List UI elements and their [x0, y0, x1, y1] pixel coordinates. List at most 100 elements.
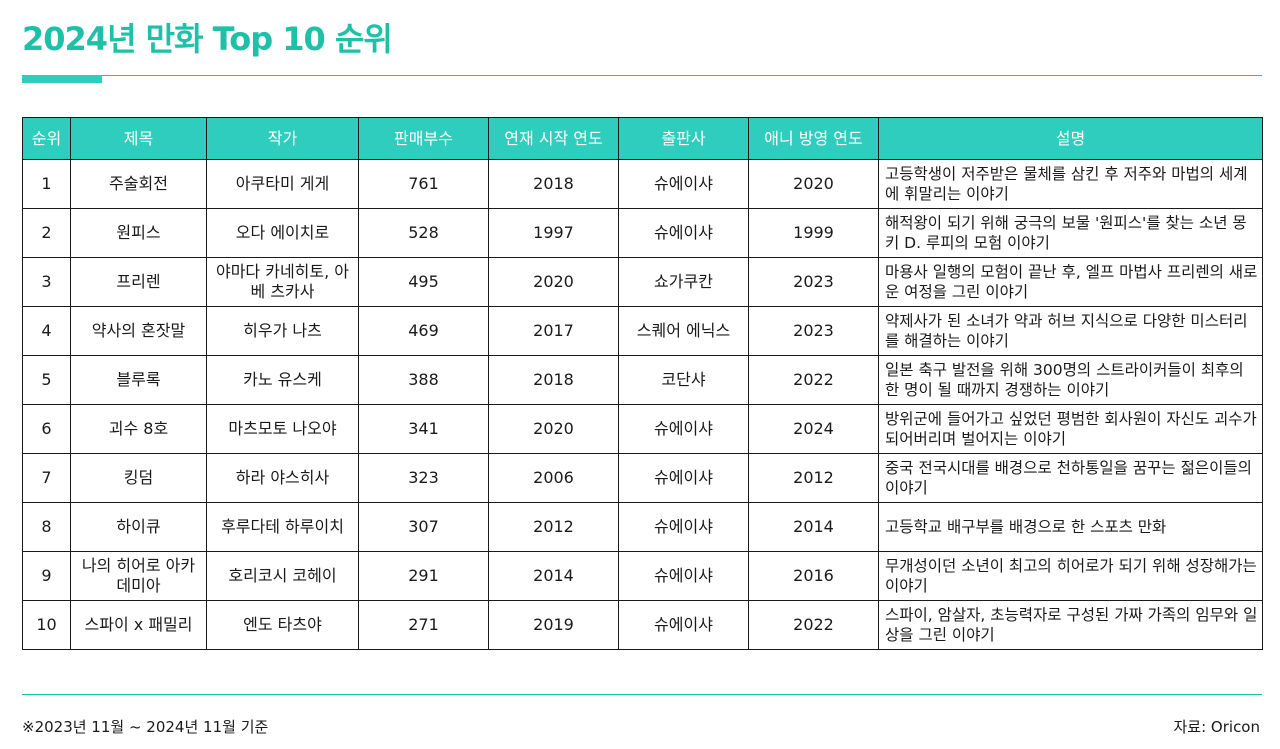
cell-title: 블루록 — [70, 355, 207, 405]
cell-author: 아쿠타미 게게 — [206, 159, 359, 209]
cell-sales: 495 — [358, 257, 489, 307]
cell-anime-year: 2016 — [748, 551, 879, 601]
cell-title: 나의 히어로 아카데미아 — [70, 551, 207, 601]
cell-rank: 2 — [22, 208, 71, 258]
cell-description: 해적왕이 되기 위해 궁극의 보물 '원피스'를 찾는 소년 몽키 D. 루피의… — [878, 208, 1263, 258]
cell-sales: 271 — [358, 600, 489, 650]
title-accent-bar — [22, 75, 102, 83]
cell-description: 고등학생이 저주받은 물체를 삼킨 후 저주와 마법의 세계에 휘말리는 이야기 — [878, 159, 1263, 209]
cell-author: 오다 에이치로 — [206, 208, 359, 258]
cell-author: 마츠모토 나오야 — [206, 404, 359, 454]
cell-start-year: 2018 — [488, 355, 619, 405]
cell-author: 후루다테 하루이치 — [206, 502, 359, 552]
cell-title: 괴수 8호 — [70, 404, 207, 454]
cell-publisher: 슈에이샤 — [618, 208, 749, 258]
cell-rank: 7 — [22, 453, 71, 503]
cell-anime-year: 2022 — [748, 600, 879, 650]
cell-author: 하라 야스히사 — [206, 453, 359, 503]
ranking-table: 순위 제목 작가 판매부수 연재 시작 연도 출판사 애니 방영 연도 설명 1… — [22, 117, 1263, 650]
table-row: 10 스파이 x 패밀리 엔도 타츠야 271 2019 슈에이샤 2022 스… — [22, 600, 1263, 650]
cell-sales: 761 — [358, 159, 489, 209]
cell-sales: 307 — [358, 502, 489, 552]
header-author: 작가 — [206, 117, 359, 160]
cell-description: 무개성이던 소년이 최고의 히어로가 되기 위해 성장해가는 이야기 — [878, 551, 1263, 601]
page-title: 2024년 만화 Top 10 순위 — [22, 20, 393, 58]
cell-title: 하이큐 — [70, 502, 207, 552]
cell-sales: 528 — [358, 208, 489, 258]
header-anime-year: 애니 방영 연도 — [748, 117, 879, 160]
table-header-row: 순위 제목 작가 판매부수 연재 시작 연도 출판사 애니 방영 연도 설명 — [22, 117, 1263, 160]
cell-title: 프리렌 — [70, 257, 207, 307]
cell-description: 스파이, 암살자, 초능력자로 구성된 가짜 가족의 임무와 일상을 그린 이야… — [878, 600, 1263, 650]
cell-anime-year: 2022 — [748, 355, 879, 405]
cell-rank: 8 — [22, 502, 71, 552]
cell-anime-year: 2020 — [748, 159, 879, 209]
title-divider — [22, 75, 1262, 76]
cell-author: 히우가 나츠 — [206, 306, 359, 356]
cell-title: 원피스 — [70, 208, 207, 258]
cell-publisher: 슈에이샤 — [618, 453, 749, 503]
cell-description: 고등학교 배구부를 배경으로 한 스포츠 만화 — [878, 502, 1263, 552]
header-start-year: 연재 시작 연도 — [488, 117, 619, 160]
cell-start-year: 1997 — [488, 208, 619, 258]
table-row: 6 괴수 8호 마츠모토 나오야 341 2020 슈에이샤 2024 방위군에… — [22, 404, 1263, 454]
cell-sales: 341 — [358, 404, 489, 454]
cell-author: 호리코시 코헤이 — [206, 551, 359, 601]
table-row: 5 블루록 카노 유스케 388 2018 코단샤 2022 일본 축구 발전을… — [22, 355, 1263, 405]
header-publisher: 출판사 — [618, 117, 749, 160]
cell-start-year: 2006 — [488, 453, 619, 503]
cell-start-year: 2020 — [488, 404, 619, 454]
cell-rank: 10 — [22, 600, 71, 650]
cell-title: 약사의 혼잣말 — [70, 306, 207, 356]
cell-publisher: 슈에이샤 — [618, 600, 749, 650]
cell-sales: 388 — [358, 355, 489, 405]
header-rank: 순위 — [22, 117, 71, 160]
source-credit: 자료: Oricon — [1173, 718, 1261, 736]
cell-author: 야마다 카네히토, 아베 츠카사 — [206, 257, 359, 307]
cell-start-year: 2012 — [488, 502, 619, 552]
cell-rank: 5 — [22, 355, 71, 405]
header-description: 설명 — [878, 117, 1263, 160]
cell-start-year: 2014 — [488, 551, 619, 601]
cell-start-year: 2020 — [488, 257, 619, 307]
cell-description: 방위군에 들어가고 싶었던 평범한 회사원이 자신도 괴수가 되어버리며 벌어지… — [878, 404, 1263, 454]
table-row: 8 하이큐 후루다테 하루이치 307 2012 슈에이샤 2014 고등학교 … — [22, 502, 1263, 552]
cell-description: 중국 전국시대를 배경으로 천하통일을 꿈꾸는 젊은이들의 이야기 — [878, 453, 1263, 503]
cell-anime-year: 2014 — [748, 502, 879, 552]
cell-publisher: 쇼가쿠칸 — [618, 257, 749, 307]
cell-start-year: 2018 — [488, 159, 619, 209]
cell-anime-year: 1999 — [748, 208, 879, 258]
table-row: 3 프리렌 야마다 카네히토, 아베 츠카사 495 2020 쇼가쿠칸 202… — [22, 257, 1263, 307]
cell-description: 마용사 일행의 모험이 끝난 후, 엘프 마법사 프리렌의 새로운 여정을 그린… — [878, 257, 1263, 307]
cell-title: 주술회전 — [70, 159, 207, 209]
cell-title: 스파이 x 패밀리 — [70, 600, 207, 650]
cell-publisher: 슈에이샤 — [618, 502, 749, 552]
cell-publisher: 슈에이샤 — [618, 551, 749, 601]
cell-publisher: 슈에이샤 — [618, 159, 749, 209]
cell-rank: 4 — [22, 306, 71, 356]
cell-publisher: 스퀘어 에닉스 — [618, 306, 749, 356]
table-row: 2 원피스 오다 에이치로 528 1997 슈에이샤 1999 해적왕이 되기… — [22, 208, 1263, 258]
cell-start-year: 2017 — [488, 306, 619, 356]
period-footnote: ※2023년 11월 ~ 2024년 11월 기준 — [22, 718, 269, 736]
table-row: 9 나의 히어로 아카데미아 호리코시 코헤이 291 2014 슈에이샤 20… — [22, 551, 1263, 601]
cell-anime-year: 2024 — [748, 404, 879, 454]
table-row: 4 약사의 혼잣말 히우가 나츠 469 2017 스퀘어 에닉스 2023 약… — [22, 306, 1263, 356]
cell-rank: 6 — [22, 404, 71, 454]
cell-description: 일본 축구 발전을 위해 300명의 스트라이커들이 최후의 한 명이 될 때까… — [878, 355, 1263, 405]
cell-title: 킹덤 — [70, 453, 207, 503]
table-row: 1 주술회전 아쿠타미 게게 761 2018 슈에이샤 2020 고등학생이 … — [22, 159, 1263, 209]
cell-publisher: 슈에이샤 — [618, 404, 749, 454]
cell-rank: 3 — [22, 257, 71, 307]
table-row: 7 킹덤 하라 야스히사 323 2006 슈에이샤 2012 중국 전국시대를… — [22, 453, 1263, 503]
cell-anime-year: 2023 — [748, 257, 879, 307]
cell-author: 카노 유스케 — [206, 355, 359, 405]
cell-anime-year: 2023 — [748, 306, 879, 356]
footer-divider — [22, 694, 1262, 695]
cell-anime-year: 2012 — [748, 453, 879, 503]
cell-publisher: 코단샤 — [618, 355, 749, 405]
cell-sales: 469 — [358, 306, 489, 356]
cell-description: 약제사가 된 소녀가 약과 허브 지식으로 다양한 미스터리를 해결하는 이야기 — [878, 306, 1263, 356]
cell-sales: 323 — [358, 453, 489, 503]
cell-author: 엔도 타츠야 — [206, 600, 359, 650]
